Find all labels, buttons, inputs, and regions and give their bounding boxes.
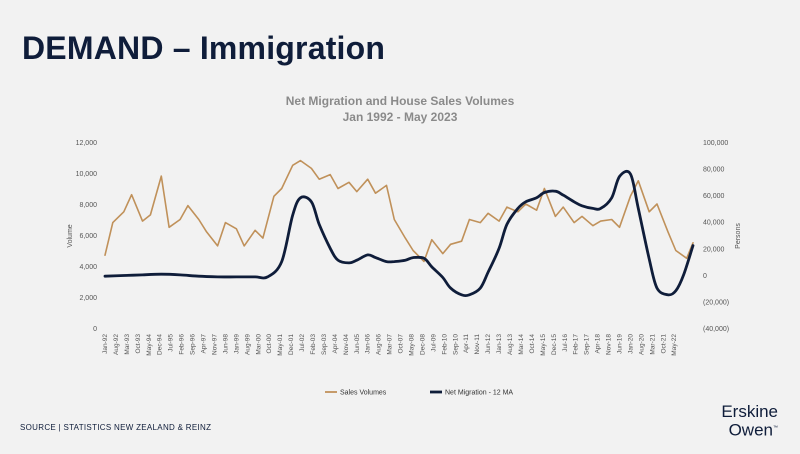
x-tick-label: Feb-17 [573, 334, 580, 355]
x-tick-label: Jan-06 [365, 334, 372, 354]
x-tick-label: Sep-03 [321, 334, 328, 355]
x-tick-label: Jul-95 [168, 334, 175, 352]
x-tick-label: Oct-14 [529, 334, 536, 354]
legend-label: Net Migration - 12 MA [445, 390, 513, 397]
x-tick-label: Nov-18 [606, 334, 613, 355]
x-tick-label: Jul-02 [299, 334, 306, 352]
x-tick-label: Jan-20 [627, 334, 634, 354]
chart-title: Net Migration and House Sales Volumes [286, 94, 515, 108]
y-axis-label: Volume [67, 224, 74, 247]
x-tick-label: Jun-05 [354, 334, 361, 354]
x-tick-label: Mar-07 [387, 334, 394, 355]
x-tick-label: Feb-10 [441, 334, 448, 355]
logo-line-2-text: Owen [728, 420, 773, 440]
sales-volumes-line [104, 159, 694, 263]
y2-tick-label: 80,000 [703, 167, 725, 174]
y-tick-label: 4,000 [79, 264, 97, 271]
x-tick-label: May-01 [277, 334, 284, 356]
y-tick-label: 2,000 [79, 295, 97, 302]
series-lines [103, 159, 695, 298]
y-tick-label: 12,000 [76, 140, 98, 147]
x-tick-label: Sep-17 [584, 334, 591, 355]
net-migration-line [103, 169, 695, 298]
x-tick-label: May-08 [409, 334, 416, 356]
x-tick-label: May-15 [540, 334, 547, 356]
slide-title: DEMAND – Immigration [22, 30, 386, 66]
x-tick-label: Apr-11 [463, 334, 470, 353]
x-tick-label: May-94 [146, 334, 153, 356]
x-tick-label: Oct-07 [398, 334, 405, 354]
y2-tick-label: 0 [703, 273, 707, 280]
y2-tick-label: 60,000 [703, 193, 725, 200]
y2-tick-label: 20,000 [703, 246, 725, 253]
x-tick-label: Jan-13 [496, 334, 503, 354]
x-tick-label: Feb-96 [179, 334, 186, 355]
y2-tick-label: (20,000) [703, 299, 729, 306]
x-tick-label: Aug-20 [638, 334, 645, 355]
y-tick-label: 10,000 [76, 171, 98, 178]
y-tick-label: 0 [93, 326, 97, 333]
x-tick-label: Aug-13 [507, 334, 514, 355]
x-tick-label: Aug-99 [244, 334, 251, 355]
y2-tick-label: (40,000) [703, 326, 729, 333]
chart-subtitle: Jan 1992 - May 2023 [343, 110, 458, 124]
y-tick-label: 8,000 [79, 202, 97, 209]
x-tick-label: Mar-00 [255, 334, 262, 355]
y2-tick-label: 40,000 [703, 220, 725, 227]
x-tick-label: Nov-04 [343, 334, 350, 355]
logo-line-2: Owen™ [721, 420, 778, 439]
x-tick-label: Sep-96 [190, 334, 197, 355]
x-tick-label: Oct-00 [266, 334, 273, 354]
logo-trademark: ™ [773, 425, 778, 431]
source-note: SOURCE | STATISTICS NEW ZEALAND & REINZ [20, 423, 212, 432]
x-tick-label: Apr-97 [201, 334, 208, 354]
x-tick-label: Nov-97 [211, 334, 218, 355]
x-tick-label: Nov-11 [474, 334, 481, 355]
y2-tick-label: 100,000 [703, 140, 728, 147]
x-tick-label: Jul-09 [430, 334, 437, 352]
legend: Sales Volumes Net Migration - 12 MA [325, 390, 513, 397]
x-tick-label: Sep-10 [452, 334, 459, 355]
y2-axis-label: Persons [735, 223, 742, 249]
company-logo: Erskine Owen™ [721, 402, 778, 439]
y2-axis-ticks: (40,000) (20,000) 0 20,000 40,000 60,000 80,00… [703, 140, 729, 333]
y-tick-label: 6,000 [79, 233, 97, 240]
x-axis-ticks: Jan-92 Aug-92 Mar-93 Oct-93 May-94 Dec-94 Jul-… [102, 334, 678, 356]
x-tick-label: Dec-08 [419, 334, 426, 355]
x-tick-label: Jan-99 [233, 334, 240, 354]
x-tick-label: Apr-04 [332, 334, 339, 354]
x-tick-label: Jun-12 [485, 334, 492, 354]
x-tick-label: Oct-93 [135, 334, 142, 354]
x-tick-label: Feb-03 [310, 334, 317, 355]
x-tick-label: Aug-92 [113, 334, 120, 355]
x-tick-label: Apr-18 [595, 334, 602, 354]
x-tick-label: Mar-93 [124, 334, 131, 355]
x-tick-label: Jul-16 [562, 334, 569, 352]
x-tick-label: Jun-19 [617, 334, 624, 354]
y-axis-ticks: 0 2,000 4,000 6,000 8,000 10,000 12,000 [76, 140, 98, 333]
x-tick-label: May-22 [671, 334, 678, 356]
legend-label: Sales Volumes [340, 390, 387, 397]
x-tick-label: Dec-01 [288, 334, 295, 355]
x-tick-label: Aug-06 [376, 334, 383, 355]
x-tick-label: Oct-21 [660, 334, 667, 354]
x-tick-label: Dec-94 [157, 334, 164, 355]
x-tick-label: Mar-14 [518, 334, 525, 355]
x-tick-label: Dec-15 [551, 334, 558, 355]
x-tick-label: Jan-92 [102, 334, 109, 354]
x-tick-label: Jun-98 [222, 334, 229, 354]
x-tick-label: Mar-21 [649, 334, 656, 355]
logo-line-1: Erskine [721, 402, 778, 421]
